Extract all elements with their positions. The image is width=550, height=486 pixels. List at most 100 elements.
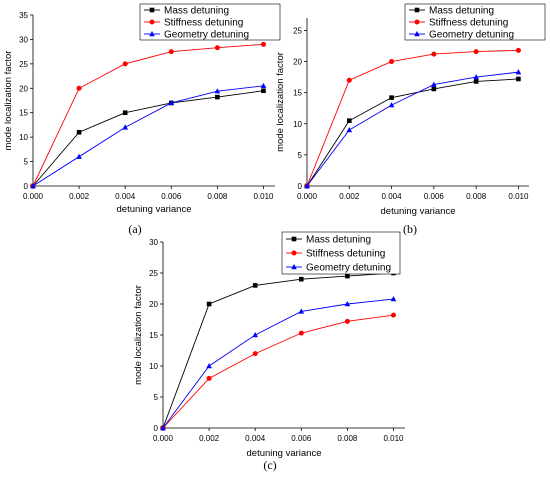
- data-point: [389, 95, 394, 100]
- data-point: [206, 301, 212, 307]
- data-point: [389, 59, 395, 65]
- chart-panel-2: 0 5 10 15 20 25 0.000 0.002 0.004 0.006 0.008 0.010…: [275, 3, 546, 236]
- x-tick-label: 0.004: [245, 434, 266, 443]
- legend-entry-label: Geometry detuning: [306, 263, 391, 274]
- x-tick-label: 0.004: [382, 192, 403, 201]
- series-line-2: [32, 43, 264, 187]
- legend-box: [404, 3, 546, 41]
- data-point: [473, 74, 479, 80]
- legend-entry-label: Mass detuning: [164, 6, 229, 17]
- data-point: [346, 118, 352, 123]
- x-tick-label: 0.006: [424, 192, 445, 201]
- legend-entry-label: Geometry detuning: [164, 30, 249, 41]
- y-tick-label: 5: [154, 393, 159, 402]
- y-axis-label: mode localization factor: [133, 285, 144, 385]
- series-line-3: [162, 298, 394, 429]
- series-line-3: [32, 85, 264, 187]
- data-point: [304, 183, 310, 189]
- y-tick-label: 25: [19, 60, 28, 69]
- data-point: [388, 102, 395, 108]
- y-tick-label: 0: [24, 182, 29, 191]
- data-point: [473, 49, 479, 55]
- data-point: [252, 283, 258, 288]
- series-line-1: [306, 78, 519, 187]
- data-point: [214, 88, 221, 94]
- series-line-2: [162, 314, 394, 429]
- data-point: [76, 129, 82, 135]
- data-point: [76, 85, 82, 91]
- data-point: [215, 94, 220, 100]
- legend-marker: [291, 264, 297, 270]
- legend-entry-label: Stiffness detuning: [429, 18, 508, 29]
- data-point: [515, 69, 522, 75]
- data-point: [298, 330, 304, 336]
- data-point: [298, 308, 305, 314]
- y-tick-label: 30: [149, 238, 158, 247]
- x-tick-label: 0.006: [291, 434, 312, 443]
- x-tick-label: 0.010: [253, 192, 274, 201]
- data-point: [76, 153, 82, 159]
- y-tick-label: 15: [293, 89, 302, 98]
- data-point: [252, 351, 258, 357]
- data-point: [344, 318, 350, 324]
- y-tick-label: 25: [293, 26, 302, 35]
- x-axis-label: detuning variance: [117, 204, 192, 215]
- legend-marker: [291, 250, 297, 256]
- data-point: [473, 79, 479, 84]
- data-point: [390, 312, 396, 318]
- series-line-1: [162, 272, 394, 429]
- data-point: [261, 88, 266, 94]
- legend-marker: [414, 31, 420, 37]
- data-point: [122, 61, 128, 67]
- legend-marker: [414, 19, 420, 25]
- chart-panel-1: 0 5 10 15 20 25 30 35 0.000 0.002 0.004 0.006 0.008 0…: [3, 3, 281, 236]
- data-point: [122, 124, 128, 130]
- legend-marker: [149, 31, 155, 37]
- y-tick-label: 30: [19, 35, 28, 44]
- data-point: [298, 276, 304, 282]
- data-point: [122, 110, 128, 116]
- data-point: [252, 332, 258, 338]
- legend-entry-label: Stiffness detuning: [306, 249, 385, 260]
- y-axis-label: mode localization factor: [3, 51, 14, 151]
- y-tick-label: 10: [293, 120, 302, 129]
- x-tick-label: 0.006: [161, 192, 182, 201]
- legend-marker: [414, 7, 420, 13]
- data-point: [160, 425, 166, 431]
- series-line-2: [306, 49, 519, 187]
- x-tick-label: 0.010: [383, 434, 404, 443]
- data-point: [206, 375, 212, 381]
- chart-panel-3: 0 5 10 15 20 25 30 0.000 0.002 0.004 0.006 0.008 0.0…: [133, 231, 405, 472]
- panel-label: (a): [128, 222, 141, 236]
- legend-entry-label: Mass detuning: [429, 6, 494, 17]
- x-tick-label: 0.000: [153, 434, 174, 443]
- x-tick-label: 0.008: [466, 192, 487, 201]
- y-tick-label: 0: [154, 424, 159, 433]
- x-tick-label: 0.000: [297, 192, 318, 201]
- y-tick-label: 20: [19, 84, 28, 93]
- data-point: [431, 86, 437, 92]
- legend-entry-label: Stiffness detuning: [164, 18, 243, 29]
- data-point: [168, 99, 175, 106]
- legend-marker: [149, 19, 155, 25]
- y-tick-label: 20: [149, 300, 158, 309]
- y-tick-label: 35: [19, 11, 28, 20]
- y-tick-label: 15: [149, 331, 158, 340]
- data-point: [206, 363, 212, 369]
- x-tick-label: 0.002: [69, 192, 90, 201]
- y-axis-label: mode localization factor: [275, 52, 286, 152]
- x-axis-label: detuning variance: [381, 206, 456, 217]
- data-point: [515, 47, 521, 53]
- data-point: [390, 296, 397, 302]
- data-point: [260, 82, 267, 89]
- data-point: [30, 183, 36, 189]
- panel-label: (b): [403, 222, 417, 236]
- y-tick-label: 0: [298, 182, 303, 191]
- data-point: [431, 81, 437, 87]
- legend-marker: [291, 236, 297, 242]
- legend-box: [139, 3, 281, 41]
